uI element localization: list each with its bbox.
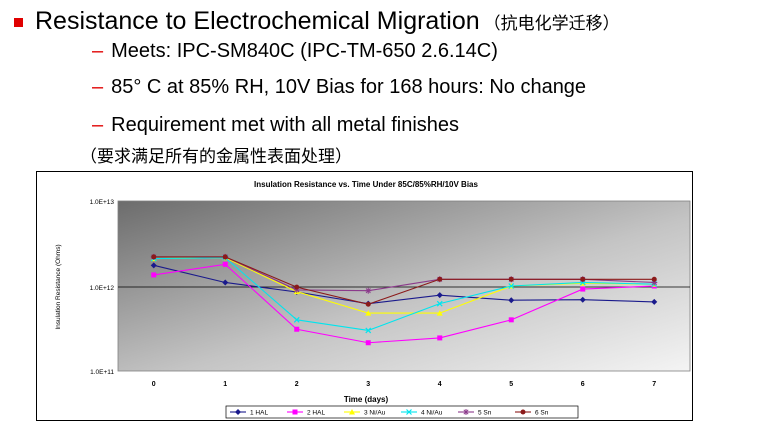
plot-area — [117, 200, 691, 372]
sub-item-3: – Requirement met with all metal finishes — [92, 114, 459, 137]
series-line — [153, 256, 655, 305]
data-point — [294, 284, 300, 290]
series-6-sn — [151, 254, 657, 307]
y-tick-label: 1.0E+12 — [90, 285, 115, 292]
data-point — [222, 279, 229, 286]
data-point — [508, 317, 514, 323]
sub-item-2: –85° C at 85% RH, 10V Bias for 168 hours… — [92, 76, 586, 99]
series-lines — [150, 253, 658, 346]
dash-icon: – — [92, 114, 104, 136]
legend-label: 6 Sn — [535, 410, 549, 417]
data-point — [508, 297, 515, 304]
data-point — [151, 272, 157, 278]
legend-label: 5 Sn — [478, 410, 492, 417]
data-point — [365, 310, 372, 316]
sub-item-cn: （要求满足所有的金属性表面处理） — [80, 147, 352, 167]
data-point — [222, 261, 228, 267]
sub-item-text: Meets: IPC-SM840C (IPC-TM-650 2.6.14C) — [111, 40, 498, 62]
sub-item-text: 85° C at 85% RH, 10V Bias for 168 hours:… — [111, 76, 587, 98]
data-point — [365, 301, 371, 307]
data-point — [365, 287, 372, 294]
data-point — [292, 409, 298, 415]
data-point — [508, 276, 514, 282]
data-point — [349, 409, 355, 415]
data-point — [463, 409, 469, 415]
data-point — [293, 316, 300, 323]
x-tick-label: 5 — [509, 381, 513, 388]
bullet-square-icon — [14, 17, 23, 27]
series-line — [153, 264, 655, 305]
x-tick-label: 6 — [581, 381, 585, 388]
legend-label: 4 Ni/Au — [421, 410, 443, 417]
data-point — [365, 327, 372, 334]
x-tick-label: 2 — [295, 381, 299, 388]
data-point — [222, 254, 228, 260]
data-point — [651, 279, 658, 286]
data-point — [235, 409, 241, 415]
data-point — [579, 296, 586, 303]
sub-item-1: – Meets: IPC-SM840C (IPC-TM-650 2.6.14C) — [92, 40, 498, 63]
x-tick-label: 0 — [152, 381, 156, 388]
series-line — [153, 257, 655, 332]
insulation-resistance-chart: Insulation Resistance vs. Time Under 85C… — [36, 171, 693, 421]
data-point — [436, 292, 443, 299]
bullet-title-cn: （抗电化学迁移） — [483, 13, 620, 34]
data-point — [437, 276, 443, 282]
data-point — [293, 286, 300, 293]
x-tick-label: 3 — [366, 381, 370, 388]
data-point — [365, 340, 371, 346]
x-tick-label: 1 — [223, 381, 227, 388]
y-tick-label: 1.0E+11 — [90, 369, 114, 376]
series-2-hal — [151, 261, 657, 346]
data-point — [520, 409, 526, 415]
legend-label: 2 HAL — [307, 410, 325, 417]
sub-item-text: Requirement met with all metal finishes — [111, 114, 460, 136]
dash-icon: – — [92, 40, 104, 62]
legend-label: 3 Ni/Au — [364, 410, 386, 417]
data-point — [580, 276, 586, 282]
data-point — [436, 300, 443, 307]
data-point — [508, 283, 515, 289]
series-line — [153, 263, 655, 344]
x-tick-labels: 0 1 2 3 4 5 6 7 — [152, 381, 657, 388]
y-axis-label: Insulation Resistance (Ohms) — [55, 244, 62, 329]
data-point — [651, 298, 658, 305]
data-point — [406, 409, 412, 415]
data-point — [436, 310, 443, 316]
chart-title: Insulation Resistance vs. Time Under 85C… — [254, 180, 478, 189]
bullet-title: Resistance to Electrochemical Migration — [35, 6, 480, 35]
dash-icon: – — [92, 76, 104, 98]
y-tick-label: 1.0E+13 — [90, 199, 115, 206]
data-point — [580, 286, 586, 292]
x-tick-label: 7 — [652, 381, 656, 388]
x-axis-label: Time (days) — [344, 395, 389, 404]
data-point — [437, 335, 443, 341]
x-tick-label: 4 — [438, 381, 442, 388]
series-line — [153, 257, 655, 314]
data-point — [151, 254, 157, 260]
data-point — [294, 326, 300, 332]
legend-label: 1 HAL — [250, 410, 268, 417]
main-bullet: Resistance to Electrochemical Migration … — [14, 4, 620, 38]
data-point — [651, 276, 657, 282]
legend: 1 HAL 2 HAL 3 Ni/Au 4 Ni/Au 5 Sn 6 Sn — [230, 409, 549, 417]
data-point — [150, 262, 157, 269]
